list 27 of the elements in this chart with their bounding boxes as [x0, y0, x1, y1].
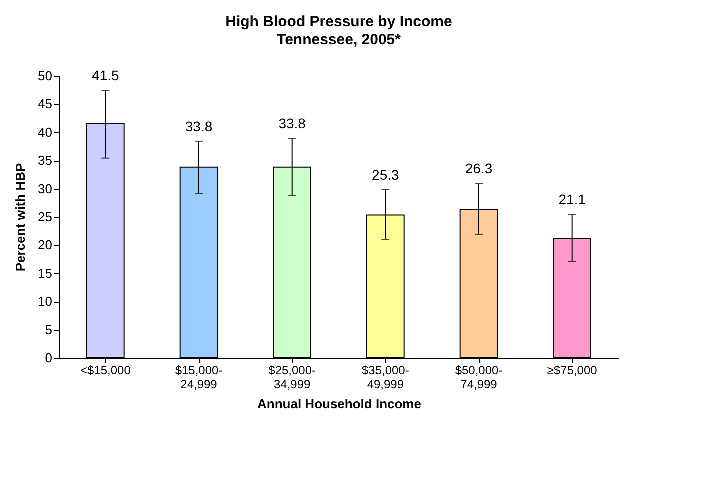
- chart-title: High Blood Pressure by Income: [226, 14, 452, 31]
- y-tick-label: 40: [38, 124, 52, 140]
- data-label: 21.1: [558, 192, 586, 208]
- data-label: 41.5: [92, 68, 120, 84]
- data-label: 26.3: [465, 160, 493, 177]
- y-axis-title: Percent with HBP: [13, 162, 28, 272]
- y-tick-label: 30: [38, 181, 52, 196]
- y-tick-label: 0: [45, 350, 52, 366]
- y-tick-label: 10: [38, 294, 52, 310]
- x-tick-label: $25,000- 34,999: [268, 364, 316, 392]
- y-tick-label: 5: [45, 322, 52, 338]
- y-tick-label: 45: [38, 96, 52, 112]
- y-tick-label: 20: [38, 238, 52, 253]
- data-label: 33.8: [278, 116, 306, 132]
- x-tick-label: $35,000- 49,999: [362, 364, 410, 392]
- x-axis-title: Annual Household Income: [258, 396, 422, 412]
- x-tick-label: ≥$75,000: [547, 364, 598, 378]
- x-tick-label: <$15,000: [80, 364, 132, 378]
- data-label: 25.3: [372, 166, 400, 183]
- chart-subtitle: Tennessee, 2005*: [277, 32, 402, 49]
- y-tick-label: 35: [38, 153, 52, 168]
- data-label: 33.8: [185, 118, 213, 134]
- y-tick-label: 50: [38, 68, 52, 84]
- y-tick-label: 25: [38, 210, 52, 224]
- x-tick-label: $50,000- 74,999: [455, 364, 503, 392]
- y-tick-label: 15: [38, 266, 52, 281]
- x-tick-label: $15,000- 24,999: [175, 364, 223, 392]
